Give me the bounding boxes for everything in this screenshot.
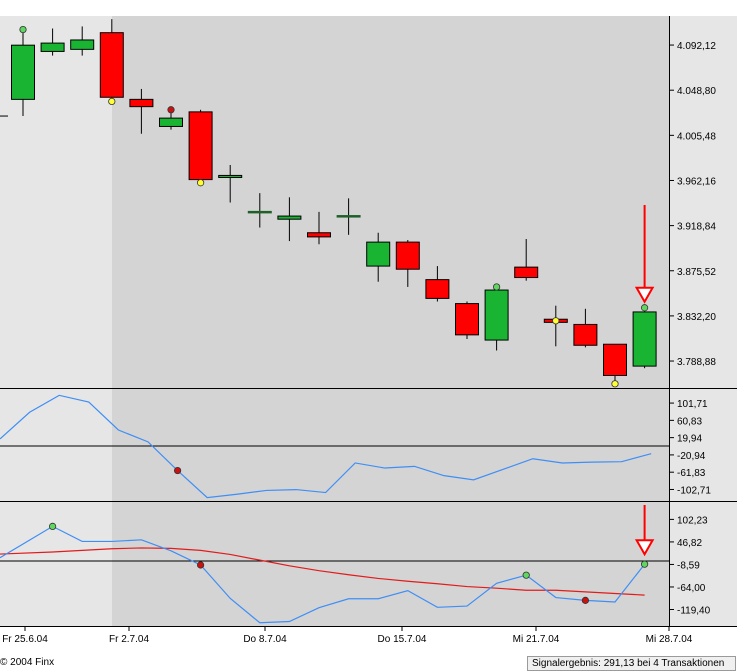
indicator-2-marker	[522, 571, 530, 579]
indicator-2-main-line	[0, 525, 646, 624]
candle-body	[425, 279, 450, 299]
indicator-2-y-tick-label: -64,00	[677, 583, 706, 594]
indicator-2-y-tick-label: 46,82	[677, 538, 702, 549]
candle-body	[159, 117, 183, 127]
candle-body	[188, 111, 213, 181]
indicator-1-y-tick-label: -20,94	[677, 451, 706, 462]
price-y-tick-label: 3.918,84	[677, 222, 716, 233]
candle-body	[603, 343, 627, 376]
price-signal-marker	[640, 304, 649, 312]
candle-body	[366, 241, 391, 267]
candle-body	[129, 98, 154, 108]
price-y-tick-label: 4.048,80	[677, 86, 716, 97]
price-signal-marker	[611, 380, 619, 388]
price-signal-marker	[197, 179, 205, 187]
price-signal-arrow-head	[634, 286, 655, 304]
indicator-1-y-tick-label: 19,94	[677, 434, 702, 445]
candle-body-doji	[247, 210, 272, 214]
indicator-2-signal-line	[0, 547, 645, 596]
indicator-2-signal-arrow-head	[634, 539, 655, 557]
x-tick-label: Do 15.7.04	[378, 634, 427, 645]
indicator-1-y-tick-label: -61,83	[677, 468, 706, 479]
candle-body	[573, 323, 598, 346]
price-y-tick-label: 3.962,16	[677, 176, 716, 187]
candle-body	[11, 44, 35, 100]
candle-body	[277, 215, 302, 220]
indicator-2-marker	[640, 560, 649, 568]
indicator-2-y-tick-label: -8,59	[677, 560, 700, 571]
price-y-tick-label: 3.832,20	[677, 312, 716, 323]
y-axis-strip	[669, 16, 737, 626]
price-y-tick-label: 3.788,88	[677, 357, 716, 368]
indicator-2-marker	[581, 596, 590, 604]
price-signal-marker	[492, 283, 501, 291]
x-tick-label: Mi 28.7.04	[646, 634, 693, 645]
price-signal-marker	[19, 25, 27, 34]
price-y-tick-label: 4.005,48	[677, 131, 716, 142]
candle-body	[99, 32, 124, 98]
indicator-1-y-tick-label: 101,71	[677, 399, 708, 410]
candle-body	[514, 266, 539, 279]
x-tick-label: Do 8.7.04	[243, 634, 287, 645]
indicator-1-y-tick-label: 60,83	[677, 416, 702, 427]
indicator-1-line	[0, 394, 652, 499]
x-tick-label: Fr 25.6.04	[2, 634, 48, 645]
price-signal-marker	[167, 106, 175, 114]
indicator-2-marker	[48, 522, 57, 530]
price-y-tick-label: 4.092,12	[677, 41, 716, 52]
candle-body	[395, 241, 420, 270]
price-signal-marker	[108, 97, 116, 106]
top-margin	[0, 0, 737, 16]
price-y-tick-label: 3.875,52	[677, 267, 716, 278]
indicator-1-y-tick-label: -102,71	[677, 485, 711, 496]
signal-result-label: Signalergebnis: 291,13 bei 4 Transaktion…	[527, 656, 736, 671]
candle-body	[40, 42, 65, 52]
indicator-2-y-tick-label: -119,40	[677, 605, 711, 616]
copyright-label: © 2004 Finx	[0, 657, 55, 668]
candle-body	[632, 311, 657, 367]
candle-body	[218, 174, 243, 179]
indicator-1-marker	[174, 466, 182, 475]
candle-body	[307, 232, 331, 238]
candle-body	[455, 303, 479, 336]
x-tick-label: Fr 2.7.04	[109, 634, 149, 645]
indicator-2-y-tick-label: 102,23	[677, 515, 708, 526]
candle-body	[70, 39, 95, 50]
candle-body-doji	[336, 215, 361, 218]
price-signal-marker	[552, 317, 560, 325]
candle-body	[484, 289, 509, 341]
x-tick-label: Mi 21.7.04	[513, 634, 560, 645]
indicator-2-marker	[197, 561, 205, 569]
